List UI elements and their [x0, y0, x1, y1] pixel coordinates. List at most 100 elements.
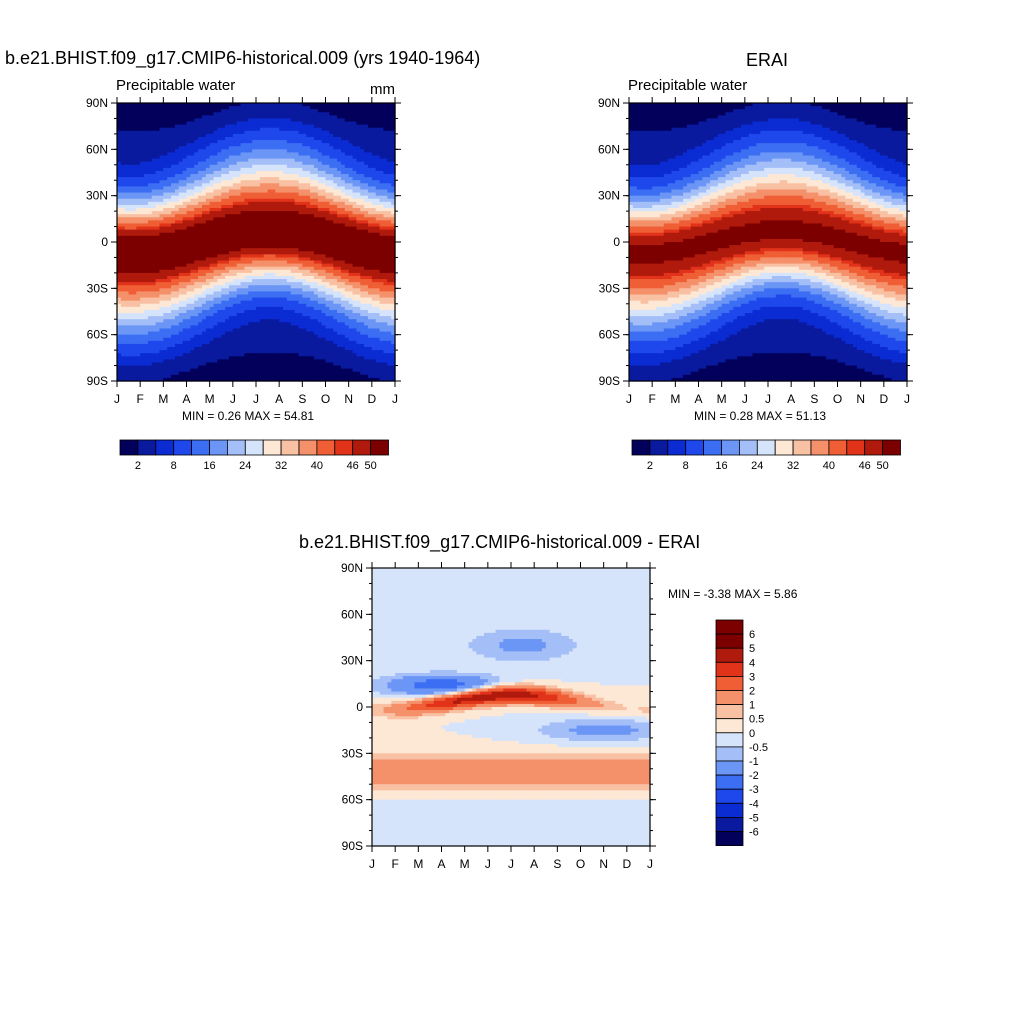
contour-cell	[279, 201, 284, 206]
contour-cell	[325, 164, 330, 169]
contour-cell	[213, 140, 218, 144]
contour-cell	[375, 124, 381, 129]
contour-cell	[279, 257, 284, 262]
contour-cell	[340, 161, 346, 166]
contour-cell	[352, 300, 357, 305]
contour-cell	[163, 174, 168, 178]
contour-cell	[124, 279, 130, 283]
contour-cell	[155, 208, 161, 212]
contour-cell	[259, 211, 265, 215]
contour-cell	[252, 115, 257, 120]
contour-cell	[263, 257, 269, 262]
contour-cell	[279, 279, 284, 283]
contour-cell	[352, 285, 357, 289]
contour-cell	[360, 306, 365, 311]
contour-cell	[333, 170, 338, 175]
contour-cell	[209, 124, 215, 129]
contour-cell	[117, 316, 122, 320]
contour-cell	[209, 282, 215, 286]
contour-cell	[147, 297, 153, 302]
contour-cell	[302, 158, 307, 163]
contour-cell	[306, 155, 311, 160]
contour-cell	[182, 260, 188, 265]
contour-cell	[391, 306, 396, 311]
contour-cell	[136, 208, 141, 212]
contour-cell	[174, 140, 180, 144]
contour-cell	[151, 195, 157, 200]
contour-cell	[286, 266, 292, 271]
contour-cell	[205, 245, 211, 249]
contour-cell	[391, 297, 396, 302]
contour-cell	[325, 313, 330, 317]
contour-cell	[279, 109, 284, 113]
contour-cell	[194, 127, 199, 132]
contour-cell	[236, 254, 242, 259]
contour-cell	[240, 136, 246, 141]
contour-cell	[132, 152, 137, 157]
contour-cell	[290, 220, 296, 225]
contour-cell	[375, 112, 381, 116]
contour-cell	[379, 106, 385, 110]
contour-cell	[348, 309, 354, 314]
contour-cell	[271, 127, 276, 132]
contour-cell	[140, 146, 145, 150]
contour-cell	[209, 272, 215, 277]
contour-cell	[379, 272, 385, 277]
contour-cell	[329, 198, 334, 203]
contour-cell	[360, 251, 365, 255]
contour-cell	[201, 136, 207, 141]
contour-cell	[348, 146, 354, 150]
contour-cell	[306, 260, 311, 265]
contour-cell	[163, 124, 168, 129]
contour-cell	[290, 195, 296, 200]
contour-cell	[186, 106, 191, 110]
contour-cell	[364, 303, 369, 308]
contour-cell	[360, 136, 365, 141]
contour-cell	[174, 275, 180, 280]
contour-cell	[228, 288, 234, 293]
contour-cell	[201, 201, 207, 206]
contour-cell	[171, 303, 176, 308]
contour-cell	[151, 306, 157, 311]
contour-cell	[205, 217, 211, 221]
contour-cell	[310, 118, 315, 123]
contour-cell	[182, 294, 188, 299]
contour-cell	[298, 204, 303, 209]
contour-cell	[263, 127, 269, 132]
contour-cell	[271, 130, 276, 135]
contour-cell	[348, 136, 354, 141]
contour-cell	[317, 214, 323, 218]
contour-cell	[174, 269, 180, 274]
contour-cell	[128, 229, 134, 234]
contour-cell	[244, 164, 249, 169]
contour-cell	[171, 204, 176, 209]
contour-cell	[144, 149, 149, 154]
contour-cell	[321, 140, 327, 144]
contour-cell	[302, 152, 307, 157]
contour-cell	[329, 288, 334, 293]
contour-cell	[364, 140, 369, 144]
contour-cell	[263, 183, 269, 187]
contour-cell	[294, 242, 300, 246]
contour-cell	[194, 103, 199, 107]
contour-cell	[225, 303, 230, 308]
contour-cell	[198, 201, 203, 206]
contour-cell	[391, 146, 396, 150]
contour-cell	[387, 297, 392, 302]
contour-cell	[217, 238, 222, 243]
contour-cell	[221, 248, 226, 252]
contour-cell	[294, 300, 300, 305]
contour-cell	[174, 204, 180, 209]
contour-cell	[348, 204, 354, 209]
contour-cell	[298, 158, 303, 163]
contour-cell	[205, 103, 211, 107]
contour-cell	[151, 217, 157, 221]
contour-cell	[275, 217, 280, 221]
contour-cell	[171, 214, 176, 218]
contour-cell	[360, 192, 365, 197]
contour-cell	[298, 164, 303, 169]
contour-cell	[217, 226, 222, 231]
contour-cell	[178, 272, 184, 277]
contour-cell	[178, 211, 184, 215]
contour-cell	[356, 164, 361, 169]
